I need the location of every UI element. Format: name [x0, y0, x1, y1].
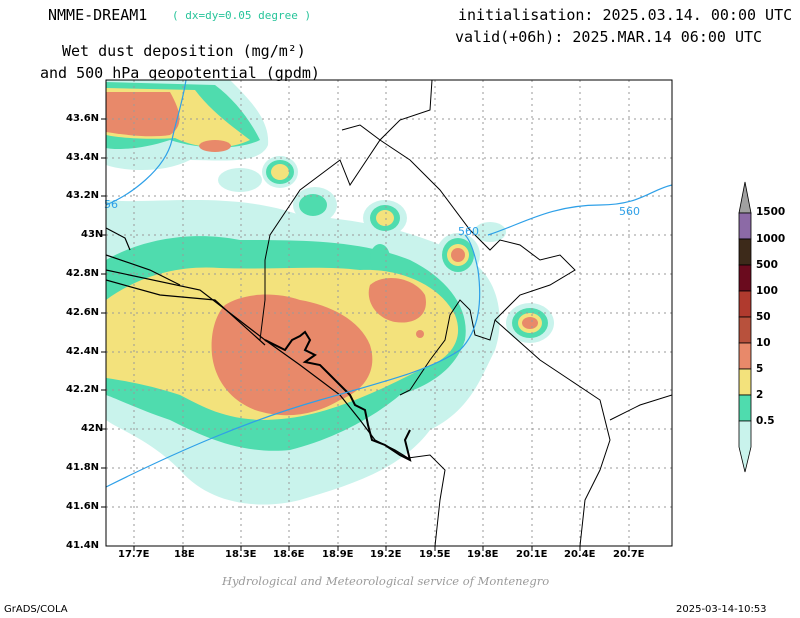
- colorbar-swatch-500: [738, 264, 752, 292]
- lon-label: 17.7E: [118, 549, 150, 560]
- grid-lines: [106, 80, 672, 546]
- lat-label: 41.4N: [66, 540, 100, 551]
- lon-label: 19.2E: [370, 549, 402, 560]
- colorbar-label: 50: [756, 311, 771, 323]
- lat-label: 42.4N: [66, 346, 100, 357]
- contour-label-56: 56: [104, 198, 118, 211]
- colorbar-swatch-50: [738, 316, 752, 344]
- lon-label: 18.9E: [322, 549, 354, 560]
- colorbar-label: 500: [756, 259, 778, 271]
- software-label: GrADS/COLA: [4, 604, 68, 615]
- lon-label: 20.4E: [564, 549, 596, 560]
- lon-label: 19.8E: [467, 549, 499, 560]
- borders: [106, 80, 672, 546]
- lat-label: 43.6N: [66, 113, 100, 124]
- colorbar-swatch-0.5: [738, 420, 752, 473]
- colorbar-swatch-5: [738, 368, 752, 396]
- colorbar-swatch-1000: [738, 238, 752, 266]
- contour-label-560-a: 560: [458, 225, 479, 238]
- lon-label: 18.3E: [225, 549, 257, 560]
- lat-label: 41.6N: [66, 501, 100, 512]
- colorbar-cap-top: [738, 181, 752, 214]
- colorbar-swatch-10: [738, 342, 752, 370]
- source-credit: Hydrological and Meteorological service …: [222, 574, 550, 588]
- lat-label: 43.2N: [66, 190, 100, 201]
- colorbar: [738, 181, 752, 473]
- colorbar-label: 10: [756, 337, 771, 349]
- lat-label: 42.6N: [66, 307, 100, 318]
- colorbar-swatch-2: [738, 394, 752, 422]
- lon-label: 18E: [174, 549, 195, 560]
- lon-label: 18.6E: [273, 549, 305, 560]
- colorbar-label: 100: [756, 285, 778, 297]
- colorbar-label: 5: [756, 363, 764, 375]
- lat-label: 41.8N: [66, 462, 100, 473]
- lon-label: 20.7E: [613, 549, 645, 560]
- colorbar-swatch-100: [738, 290, 752, 318]
- lat-label: 43N: [81, 229, 104, 240]
- colorbar-swatch-1500: [738, 212, 752, 240]
- chart-title-line1: Wet dust deposition (mg/m²): [62, 42, 306, 60]
- lat-label: 43.4N: [66, 152, 100, 163]
- colorbar-label: 1500: [756, 206, 786, 218]
- init-time: initialisation: 2025.03.14. 00:00 UTC: [458, 6, 793, 24]
- axis-ticks: [101, 118, 630, 551]
- colorbar-label: 1000: [756, 233, 786, 245]
- lon-label: 20.1E: [516, 549, 548, 560]
- colorbar-label: 0.5: [756, 415, 775, 427]
- chart-title-line2: and 500 hPa geopotential (gpdm): [40, 64, 320, 82]
- lat-label: 42N: [81, 423, 104, 434]
- render-timestamp: 2025-03-14-10:53: [676, 604, 767, 615]
- colorbar-label: 2: [756, 389, 764, 401]
- lon-label: 19.5E: [419, 549, 451, 560]
- geopotential-contour: [106, 80, 672, 488]
- model-resolution: ( dx=dy=0.05 degree ): [172, 9, 312, 22]
- contour-label-560-b: 560: [619, 205, 640, 218]
- valid-time: valid(+06h): 2025.MAR.14 06:00 UTC: [455, 28, 763, 46]
- model-name: NMME-DREAM1: [48, 6, 148, 24]
- dust-deposition-field: [106, 80, 554, 505]
- lat-label: 42.8N: [66, 268, 100, 279]
- lat-label: 42.2N: [66, 384, 100, 395]
